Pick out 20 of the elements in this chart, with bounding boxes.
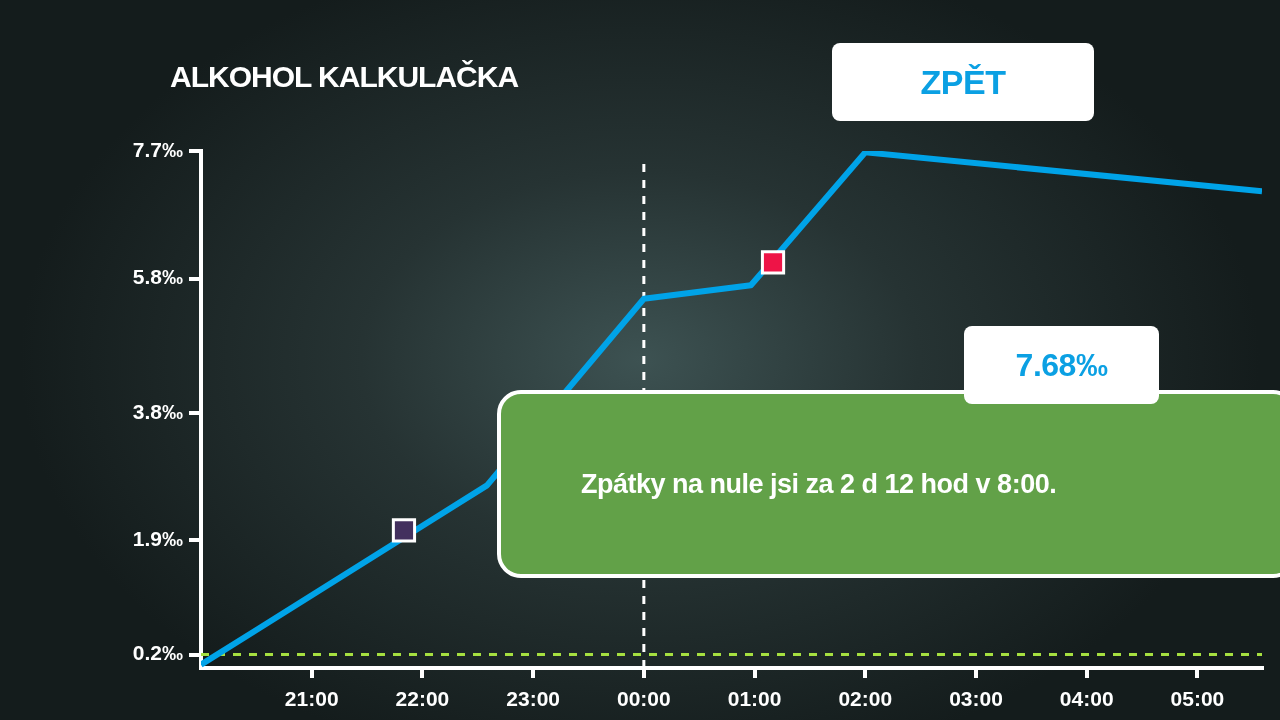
y-tick-label: 3.8‰ [132, 399, 183, 423]
x-tick-label: 04:00 [1059, 687, 1114, 711]
x-tick-label: 22:00 [395, 687, 450, 711]
value-box: 7.68‰ [964, 326, 1159, 404]
back-button: ZPĚT [832, 43, 1094, 121]
y-tick-label: 0.2‰ [132, 641, 183, 665]
x-tick-label: 05:00 [1170, 687, 1225, 711]
x-tick-label: 23:00 [506, 687, 560, 711]
chart-title: ALKOHOL KALKULAČKA [170, 60, 519, 94]
x-tick-label: 03:00 [949, 687, 1003, 711]
annotation: 7.68‰ [1015, 346, 1108, 384]
message-panel: Zpátky na nule jsi za 2 d 12 hod v 8:00. [497, 390, 1280, 578]
x-tick-label: 01:00 [727, 687, 782, 711]
x-tick-label: 02:00 [838, 687, 893, 711]
y-tick-label: 7.7‰ [132, 137, 183, 161]
x-tick-label: 21:00 [284, 687, 339, 711]
x-tick-label: 00:00 [616, 687, 671, 711]
y-tick-label: 5.8‰ [132, 265, 183, 289]
y-tick-label: 1.9‰ [132, 527, 183, 551]
annotation: Zpátky na nule jsi za 2 d 12 hod v 8:00. [581, 468, 1057, 500]
